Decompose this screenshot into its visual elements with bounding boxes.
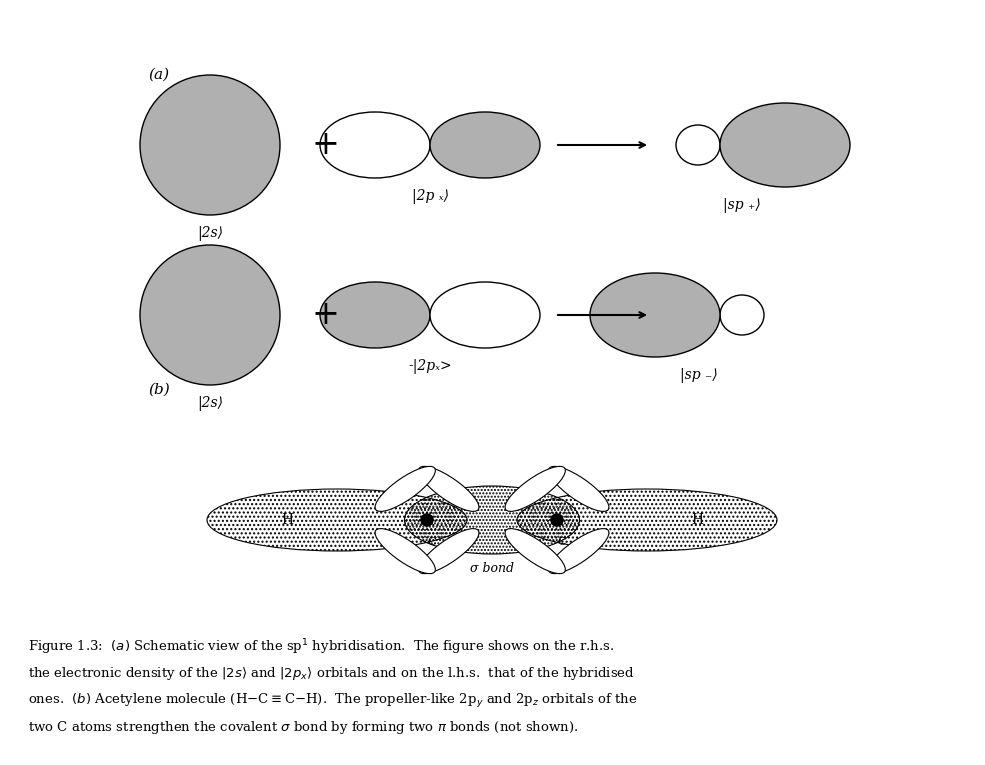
Ellipse shape bbox=[320, 112, 430, 178]
Ellipse shape bbox=[320, 282, 430, 348]
Text: H: H bbox=[691, 513, 703, 527]
Text: σ bond: σ bond bbox=[470, 562, 514, 575]
Ellipse shape bbox=[419, 467, 479, 511]
Text: |2s⟩: |2s⟩ bbox=[197, 226, 223, 240]
Text: the electronic density of the $|2s\rangle$ and $|2p_{x}\rangle$ orbitals and on : the electronic density of the $|2s\rangl… bbox=[28, 666, 634, 682]
Text: -|2pₓ>: -|2pₓ> bbox=[408, 359, 452, 373]
Ellipse shape bbox=[549, 467, 609, 511]
Text: C: C bbox=[427, 537, 436, 547]
Ellipse shape bbox=[430, 282, 540, 348]
Text: +: + bbox=[311, 299, 339, 331]
Text: H: H bbox=[281, 513, 293, 527]
Circle shape bbox=[421, 514, 433, 526]
Ellipse shape bbox=[676, 125, 720, 165]
Text: (b): (b) bbox=[148, 383, 169, 397]
Ellipse shape bbox=[375, 467, 435, 511]
Ellipse shape bbox=[505, 529, 565, 574]
Ellipse shape bbox=[140, 245, 280, 385]
Ellipse shape bbox=[419, 529, 479, 574]
Circle shape bbox=[551, 514, 563, 526]
Text: ones.  $(b)$ Acetylene molecule (H$-$C$\equiv$C$-$H).  The propeller-like 2p$_y$: ones. $(b)$ Acetylene molecule (H$-$C$\e… bbox=[28, 692, 637, 710]
Text: (a): (a) bbox=[148, 68, 169, 82]
Text: |2s⟩: |2s⟩ bbox=[197, 396, 223, 411]
Text: C: C bbox=[558, 537, 566, 547]
Ellipse shape bbox=[720, 295, 764, 335]
Ellipse shape bbox=[375, 529, 435, 574]
Ellipse shape bbox=[590, 273, 720, 357]
Text: two C atoms strengthen the covalent $\sigma$ bond by forming two $\pi$ bonds (no: two C atoms strengthen the covalent $\si… bbox=[28, 720, 578, 737]
Text: |sp ₊⟩: |sp ₊⟩ bbox=[723, 197, 760, 213]
Ellipse shape bbox=[505, 467, 565, 511]
Ellipse shape bbox=[549, 529, 609, 574]
Ellipse shape bbox=[140, 75, 280, 215]
Text: |2p ₓ⟩: |2p ₓ⟩ bbox=[412, 188, 448, 203]
Text: |sp ₋⟩: |sp ₋⟩ bbox=[680, 367, 717, 382]
Text: +: + bbox=[311, 129, 339, 161]
Ellipse shape bbox=[430, 112, 540, 178]
Ellipse shape bbox=[720, 103, 850, 187]
Text: Figure 1.3:  $(a)$ Schematic view of the sp$^1$ hybridisation.  The figure shows: Figure 1.3: $(a)$ Schematic view of the … bbox=[28, 637, 615, 657]
